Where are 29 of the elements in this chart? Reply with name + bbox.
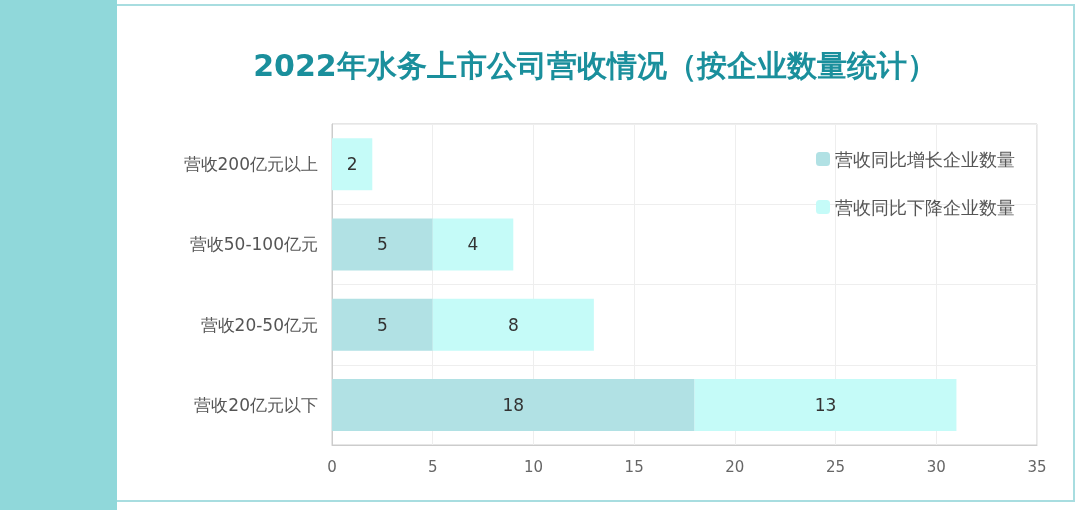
bar [332, 218, 433, 271]
x-tick-label: 15 [624, 457, 644, 476]
bar [332, 138, 373, 191]
legend-label: 营收同比增长企业数量 [835, 148, 1015, 170]
x-tick-label: 20 [725, 457, 745, 476]
x-tick-label: 0 [327, 457, 337, 476]
data-label: 18 [502, 394, 525, 415]
data-label: 8 [507, 314, 519, 335]
y-tick-label: 营收20-50亿元 [200, 314, 318, 335]
x-tick-label: 25 [826, 457, 846, 476]
bar [332, 298, 433, 351]
data-label: 2 [346, 154, 358, 175]
bar [332, 378, 695, 431]
x-tick-label: 5 [427, 457, 438, 476]
data-label: 5 [376, 234, 388, 255]
bar [432, 218, 514, 271]
chart-title: 2022年水务上市公司营收情况（按企业数量统计） [253, 47, 937, 83]
y-tick-label: 营收200亿元以上 [183, 154, 318, 175]
data-label: 4 [467, 234, 479, 255]
y-tick-label: 营收20亿元以下 [194, 394, 318, 415]
bar [432, 298, 594, 351]
bar [694, 378, 957, 431]
x-tick-label: 35 [1027, 457, 1047, 476]
data-label: 5 [376, 314, 388, 335]
x-tick-label: 10 [523, 457, 543, 476]
y-tick-label: 营收50-100亿元 [189, 234, 318, 255]
x-tick-label: 30 [926, 457, 946, 476]
data-label: 13 [814, 394, 837, 415]
legend-label: 营收同比下降企业数量 [835, 196, 1015, 218]
